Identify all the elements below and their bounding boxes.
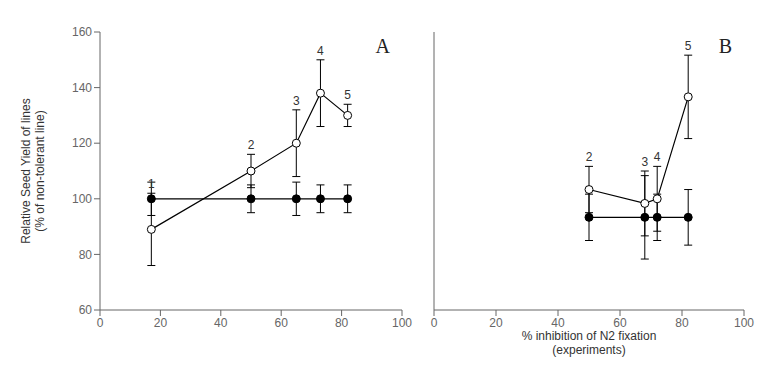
html-text:B: B	[718, 35, 732, 57]
svg-text:40: 40	[551, 316, 565, 330]
svg-text:160: 160	[72, 25, 92, 39]
svg-text:Relative Seed Yield of lines(%: Relative Seed Yield of lines(% of non-to…	[19, 98, 47, 243]
svg-text:120: 120	[72, 136, 92, 150]
svg-text:4: 4	[654, 150, 661, 164]
svg-text:4: 4	[317, 44, 324, 58]
svg-text:80: 80	[335, 316, 349, 330]
svg-text:40: 40	[214, 316, 228, 330]
svg-text:5: 5	[344, 88, 351, 102]
svg-text:2: 2	[248, 138, 255, 152]
svg-text:100: 100	[392, 316, 412, 330]
svg-text:60: 60	[613, 316, 627, 330]
svg-text:20: 20	[154, 316, 168, 330]
svg-text:100: 100	[734, 316, 754, 330]
svg-text:60: 60	[275, 316, 289, 330]
svg-text:60: 60	[79, 303, 93, 317]
html-text:A: A	[375, 35, 390, 57]
svg-text:1: 1	[148, 177, 155, 191]
svg-text:0: 0	[431, 316, 438, 330]
svg-text:3: 3	[641, 155, 648, 169]
svg-text:80: 80	[675, 316, 689, 330]
svg-text:100: 100	[72, 192, 92, 206]
svg-text:3: 3	[293, 94, 300, 108]
svg-text:2: 2	[586, 150, 593, 164]
svg-text:140: 140	[72, 81, 92, 95]
svg-text:% inhibition of N2 fixation(ex: % inhibition of N2 fixation(experiments)	[522, 329, 657, 357]
svg-text:20: 20	[489, 316, 503, 330]
svg-text:5: 5	[685, 39, 692, 53]
svg-text:0: 0	[97, 316, 104, 330]
svg-text:80: 80	[79, 248, 93, 262]
